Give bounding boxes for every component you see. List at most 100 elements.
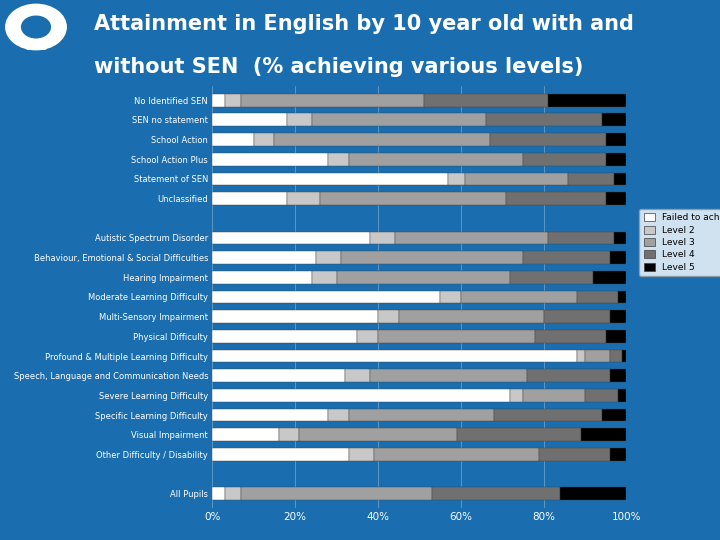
Circle shape <box>22 16 50 38</box>
Bar <box>336 271 510 284</box>
Bar <box>212 232 369 244</box>
Bar <box>465 172 569 185</box>
Bar <box>279 428 300 441</box>
Bar <box>241 488 432 500</box>
Bar <box>606 133 626 146</box>
Legend: Failed to achieve level 2, Level 2, Level 3, Level 4, Level 5: Failed to achieve level 2, Level 2, Leve… <box>639 209 720 276</box>
Bar <box>544 310 610 323</box>
Bar <box>535 330 606 343</box>
Bar <box>378 310 399 323</box>
Bar <box>212 389 510 402</box>
Bar <box>316 251 341 264</box>
Bar <box>539 448 610 461</box>
Bar <box>300 428 456 441</box>
Bar <box>548 232 614 244</box>
Text: without SEN  (% achieving various levels): without SEN (% achieving various levels) <box>94 57 583 77</box>
Bar <box>527 369 610 382</box>
Bar <box>212 172 449 185</box>
Bar <box>378 330 535 343</box>
Bar <box>212 251 316 264</box>
Bar <box>601 113 626 126</box>
Bar <box>212 271 312 284</box>
Bar <box>212 153 328 166</box>
Bar <box>212 428 279 441</box>
Bar <box>593 271 626 284</box>
Bar <box>225 94 241 106</box>
Bar <box>577 291 618 303</box>
Bar <box>485 113 601 126</box>
Bar <box>212 133 253 146</box>
Bar <box>601 409 626 422</box>
Bar <box>440 291 461 303</box>
Bar <box>510 389 523 402</box>
Bar <box>312 271 336 284</box>
Bar <box>490 133 606 146</box>
Bar <box>614 172 626 185</box>
Bar <box>274 133 490 146</box>
Bar <box>212 192 287 205</box>
Bar <box>399 310 544 323</box>
Bar <box>212 94 225 106</box>
Bar <box>349 409 494 422</box>
Bar <box>577 350 585 362</box>
Bar <box>320 192 506 205</box>
Bar <box>523 389 585 402</box>
Bar <box>328 153 349 166</box>
Bar <box>606 330 626 343</box>
Bar <box>423 94 548 106</box>
Bar <box>610 350 622 362</box>
Bar <box>287 192 320 205</box>
Bar <box>606 153 626 166</box>
Bar <box>349 153 523 166</box>
Bar <box>212 350 577 362</box>
Bar <box>449 172 465 185</box>
Bar <box>212 448 349 461</box>
Bar <box>610 448 626 461</box>
Bar <box>345 369 369 382</box>
Bar <box>618 291 626 303</box>
Bar <box>312 113 485 126</box>
Text: OECD: OECD <box>24 43 48 52</box>
Bar <box>395 232 548 244</box>
Bar <box>212 488 225 500</box>
Bar <box>618 389 626 402</box>
Bar <box>287 113 312 126</box>
Bar <box>610 251 626 264</box>
Bar <box>548 94 626 106</box>
Bar <box>610 369 626 382</box>
Bar <box>506 192 606 205</box>
Bar <box>225 488 241 500</box>
Bar <box>614 232 626 244</box>
Bar <box>494 409 601 422</box>
Bar <box>581 428 626 441</box>
Bar <box>610 310 626 323</box>
Bar <box>523 251 610 264</box>
Bar <box>560 488 626 500</box>
Bar <box>461 291 577 303</box>
Bar <box>523 153 606 166</box>
Bar <box>212 291 440 303</box>
Bar <box>328 409 349 422</box>
Bar <box>212 369 345 382</box>
Bar <box>341 251 523 264</box>
Bar <box>241 94 423 106</box>
Bar <box>456 428 581 441</box>
Bar <box>374 448 539 461</box>
Bar <box>212 113 287 126</box>
Circle shape <box>6 4 66 50</box>
Bar <box>212 330 357 343</box>
Bar <box>349 448 374 461</box>
Bar <box>432 488 560 500</box>
Text: Attainment in English by 10 year old with and: Attainment in English by 10 year old wit… <box>94 14 634 33</box>
Bar <box>606 192 626 205</box>
Bar <box>622 350 626 362</box>
Bar <box>357 330 378 343</box>
Bar <box>510 271 593 284</box>
Bar <box>253 133 274 146</box>
Bar <box>585 350 610 362</box>
Bar <box>212 310 378 323</box>
Bar <box>369 232 395 244</box>
Bar <box>585 389 618 402</box>
Bar <box>568 172 614 185</box>
Bar <box>369 369 527 382</box>
